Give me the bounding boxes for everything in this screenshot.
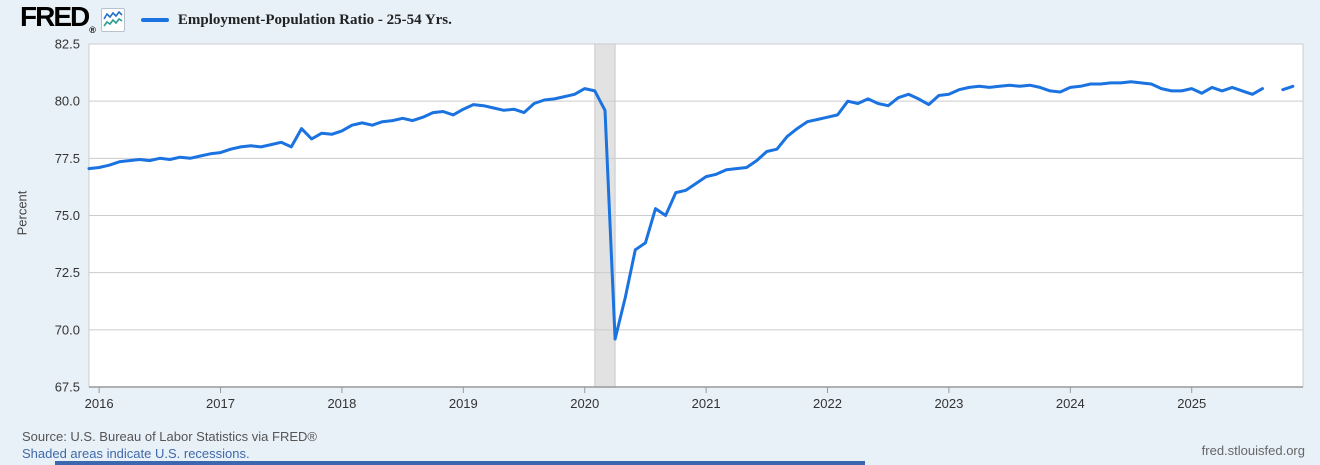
- y-tick-label: 67.5: [55, 380, 80, 395]
- x-tick-label-2023: 2023: [934, 396, 963, 411]
- mini-chart-teal-line: [103, 17, 123, 27]
- x-tick-label-2018: 2018: [327, 396, 356, 411]
- x-tick-label-2025: 2025: [1177, 396, 1206, 411]
- series-line[interactable]: [87, 80, 1295, 341]
- x-tick-label-2017: 2017: [206, 396, 235, 411]
- y-tick-label: 75.0: [55, 208, 80, 223]
- x-tick-label-2016: 2016: [85, 396, 114, 411]
- bottom-blue-strip: [55, 461, 865, 465]
- y-tick-label: 77.5: [55, 151, 80, 166]
- legend: Employment-Population Ratio - 25-54 Yrs.: [140, 11, 452, 29]
- y-tick-label: 72.5: [55, 265, 80, 280]
- fred-logo[interactable]: FRED®: [20, 3, 96, 36]
- y-tick-label: 70.0: [55, 322, 80, 337]
- mini-chart-icon-svg: [103, 10, 123, 27]
- x-tick-label-2021: 2021: [692, 396, 721, 411]
- y-tick-label: 80.0: [55, 94, 80, 109]
- chart-plot[interactable]: 82.5 80.0 77.5 75.0 72.5 70.0 67.5 2016 2017 2018…: [0, 0, 1320, 420]
- recession-shading-link[interactable]: Shaded areas indicate U.S. recessions.: [22, 446, 250, 461]
- fred-site-link[interactable]: fred.stlouisfed.org: [1201, 443, 1305, 458]
- legend-line-marker: [140, 18, 169, 22]
- x-tick-label-2024: 2024: [1056, 396, 1085, 411]
- y-tick-label: 82.5: [55, 37, 80, 52]
- source-attribution: Source: U.S. Bureau of Labor Statistics …: [22, 429, 317, 444]
- x-tick-label-2022: 2022: [813, 396, 842, 411]
- mini-chart-blue-line: [103, 10, 123, 20]
- legend-series-label[interactable]: Employment-Population Ratio - 25-54 Yrs.: [177, 11, 452, 28]
- fred-logo-text: FRED: [20, 1, 90, 32]
- x-tick-label-2019: 2019: [449, 396, 478, 411]
- registered-trademark-icon: ®: [89, 25, 96, 35]
- x-tick-label-2020: 2020: [570, 396, 599, 411]
- chart-header: FRED® Employment-Population Ratio - 25-5…: [20, 3, 452, 36]
- fred-mini-chart-icon: [100, 8, 125, 32]
